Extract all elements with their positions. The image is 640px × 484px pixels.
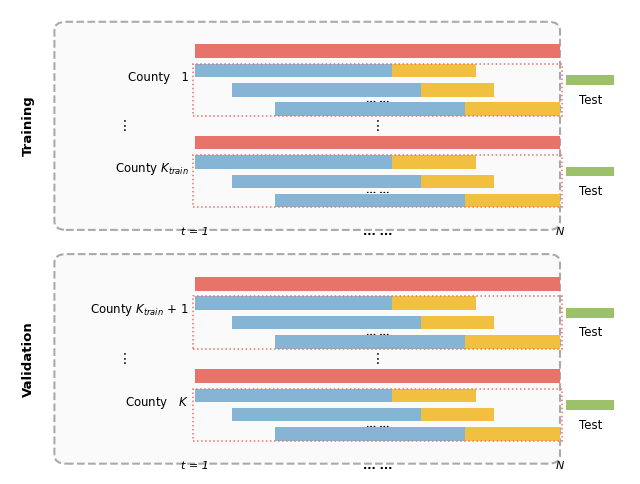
Bar: [195, 389, 392, 402]
Text: t = 1: t = 1: [181, 461, 209, 471]
Bar: [232, 316, 421, 329]
Bar: [232, 175, 421, 188]
Text: N: N: [556, 227, 564, 238]
Text: Test: Test: [579, 93, 602, 106]
Bar: [421, 175, 494, 188]
Text: ⋮: ⋮: [118, 352, 132, 366]
Text: ⋮: ⋮: [371, 119, 385, 133]
Bar: [193, 296, 562, 348]
Bar: [421, 83, 494, 96]
Bar: [465, 194, 560, 208]
Bar: [275, 335, 465, 348]
Bar: [275, 102, 465, 116]
Bar: [465, 102, 560, 116]
Bar: [421, 408, 494, 422]
Text: ... ...: ... ...: [366, 95, 389, 104]
Text: ... ...: ... ...: [366, 186, 389, 196]
Bar: [195, 63, 392, 77]
Text: ⋮: ⋮: [371, 352, 385, 366]
Bar: [392, 389, 476, 402]
Bar: [566, 167, 614, 177]
Text: ... ...: ... ...: [366, 328, 389, 337]
Bar: [392, 296, 476, 310]
Text: ... ...: ... ...: [363, 461, 392, 471]
Bar: [193, 155, 562, 208]
Text: County   1: County 1: [128, 71, 189, 84]
Bar: [566, 400, 614, 410]
Bar: [195, 155, 392, 169]
Bar: [195, 136, 560, 150]
Bar: [275, 194, 465, 208]
Bar: [566, 75, 614, 85]
Bar: [465, 335, 560, 348]
Text: Test: Test: [579, 326, 602, 339]
FancyBboxPatch shape: [54, 22, 560, 230]
Text: County $K_{train}$: County $K_{train}$: [115, 161, 189, 177]
Text: ... ...: ... ...: [363, 227, 392, 238]
Bar: [275, 427, 465, 441]
Text: Training: Training: [22, 95, 35, 156]
Bar: [232, 83, 421, 96]
Bar: [195, 44, 560, 58]
Text: Test: Test: [579, 419, 602, 432]
Bar: [195, 369, 560, 383]
Text: Test: Test: [579, 185, 602, 198]
Bar: [195, 296, 392, 310]
Text: N: N: [556, 461, 564, 471]
Bar: [232, 408, 421, 422]
Bar: [193, 63, 562, 116]
Bar: [193, 389, 562, 441]
Bar: [421, 316, 494, 329]
Text: County   $K$: County $K$: [125, 394, 189, 410]
Text: County $K_{train}$ + 1: County $K_{train}$ + 1: [90, 302, 189, 318]
Bar: [566, 308, 614, 318]
Text: ⋮: ⋮: [118, 119, 132, 133]
Text: t = 1: t = 1: [181, 227, 209, 238]
Bar: [392, 63, 476, 77]
Text: ... ...: ... ...: [366, 420, 389, 429]
Text: Validation: Validation: [22, 321, 35, 397]
Bar: [465, 427, 560, 441]
Bar: [392, 155, 476, 169]
Bar: [195, 277, 560, 290]
FancyBboxPatch shape: [54, 254, 560, 464]
